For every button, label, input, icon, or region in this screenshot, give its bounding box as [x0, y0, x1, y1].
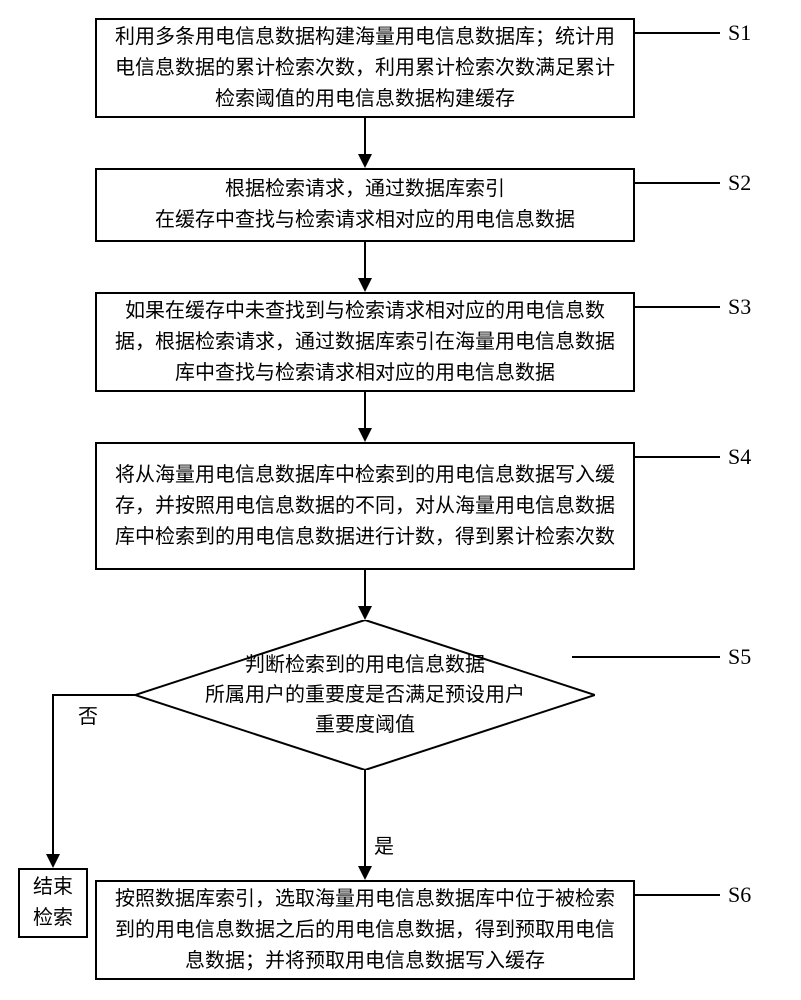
- decision-s5-text: 判断检索到的用电信息数据 所属用户的重要度是否满足预设用户 重要度阈值: [135, 650, 595, 740]
- step-s6-text: 按照数据库索引，选取海量用电信息数据库中位于被检索到的用电信息数据之后的用电信息…: [111, 884, 619, 977]
- arrow-s1-s2: [364, 118, 366, 156]
- step-s1: 利用多条用电信息数据构建海量用电信息数据库；统计用电信息数据的累计检索次数，利用…: [95, 18, 635, 118]
- arrow-no-h: [53, 694, 135, 696]
- end-box: 结束 检索: [18, 868, 88, 938]
- arrow-yes-v: [364, 770, 366, 868]
- arrow-no-head: [46, 854, 60, 868]
- yes-label: 是: [374, 830, 394, 859]
- label-s6: S6: [728, 882, 751, 908]
- step-s1-text: 利用多条用电信息数据构建海量用电信息数据库；统计用电信息数据的累计检索次数，利用…: [111, 22, 619, 115]
- step-s6: 按照数据库索引，选取海量用电信息数据库中位于被检索到的用电信息数据之后的用电信息…: [95, 880, 635, 980]
- arrow-no-v: [52, 694, 54, 856]
- arrow-yes-head: [358, 866, 372, 880]
- end-box-text: 结束 检索: [33, 872, 73, 934]
- label-s1: S1: [728, 20, 751, 46]
- leader-s3: [635, 306, 720, 308]
- step-s4-text: 将从海量用电信息数据库中检索到的用电信息数据写入缓存，并按照用电信息数据的不同，…: [111, 460, 619, 553]
- arrow-s1-s2-head: [358, 154, 372, 168]
- leader-s6: [635, 894, 720, 896]
- arrow-s2-s3: [364, 242, 366, 280]
- step-s4: 将从海量用电信息数据库中检索到的用电信息数据写入缓存，并按照用电信息数据的不同，…: [95, 442, 635, 570]
- arrow-s4-s5: [364, 570, 366, 608]
- arrow-s3-s4: [364, 392, 366, 430]
- label-s4: S4: [728, 444, 751, 470]
- decision-s5: 判断检索到的用电信息数据 所属用户的重要度是否满足预设用户 重要度阈值: [135, 620, 595, 770]
- step-s2-text: 根据检索请求，通过数据库索引 在缓存中查找与检索请求相对应的用电信息数据: [155, 174, 575, 236]
- step-s3: 如果在缓存中未查找到与检索请求相对应的用电信息数据，根据检索请求，通过数据库索引…: [95, 292, 635, 392]
- no-label: 否: [78, 700, 98, 729]
- leader-s5: [572, 656, 720, 658]
- label-s3: S3: [728, 294, 751, 320]
- leader-s1: [635, 32, 720, 34]
- step-s2: 根据检索请求，通过数据库索引 在缓存中查找与检索请求相对应的用电信息数据: [95, 168, 635, 242]
- label-s2: S2: [728, 170, 751, 196]
- arrow-s4-s5-head: [358, 606, 372, 620]
- leader-s4: [635, 456, 720, 458]
- leader-s2: [635, 182, 720, 184]
- label-s5: S5: [728, 644, 751, 670]
- arrow-s2-s3-head: [358, 278, 372, 292]
- arrow-s3-s4-head: [358, 428, 372, 442]
- step-s3-text: 如果在缓存中未查找到与检索请求相对应的用电信息数据，根据检索请求，通过数据库索引…: [111, 296, 619, 389]
